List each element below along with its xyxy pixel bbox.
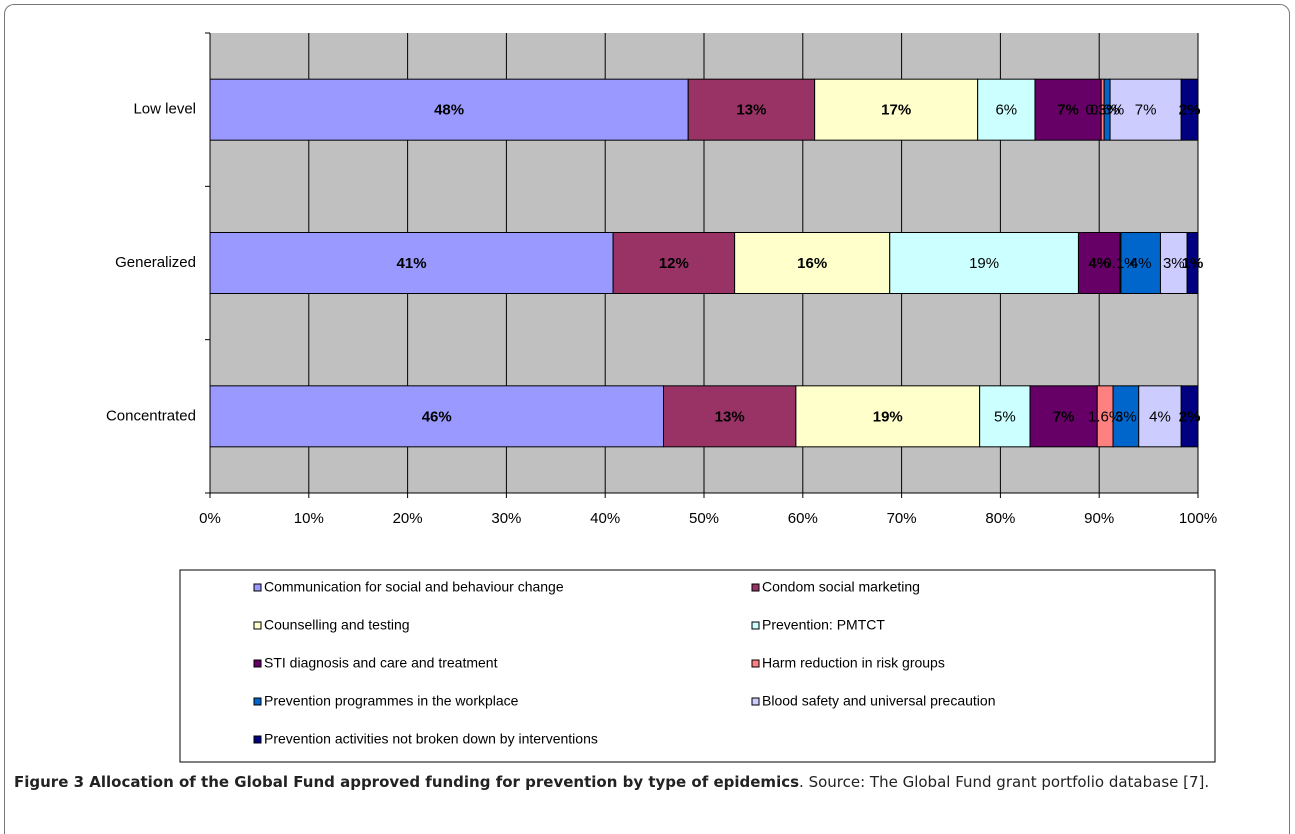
bar-segment [1029,385,1098,448]
data-label: 2% [1179,408,1201,425]
data-label: 13% [715,408,745,425]
bar-segment [1120,232,1161,294]
x-tick-label: 50% [689,510,719,527]
bar-segment [1180,78,1199,141]
bar-segment [734,232,891,294]
legend-swatch [253,735,262,744]
bar-segment [889,232,1079,294]
caption-text: . Source: The Global Fund grant portfoli… [799,773,1210,791]
data-label: 7% [1057,102,1079,119]
bar-segment [1112,385,1140,448]
data-label: 12% [659,255,689,272]
y-tick-label: Low level [133,101,196,118]
x-tick-label: 10% [294,510,324,527]
x-tick-label: 60% [788,510,818,527]
bar-segment [1186,232,1199,294]
x-tick-label: 90% [1084,510,1114,527]
data-label: 7% [1135,102,1157,119]
bar-segment [795,385,981,448]
bar-segment [209,385,664,448]
legend-swatch [751,697,760,706]
y-tick-label: Generalized [115,254,196,271]
bar-segment [1034,78,1102,141]
data-label: 5% [994,408,1016,425]
x-tick-label: 100% [1179,510,1217,527]
data-label: 4% [1149,408,1171,425]
legend-swatch [253,621,262,630]
data-label: 17% [881,102,911,119]
bar-segment [209,232,614,294]
data-label: 4% [1088,255,1110,272]
bar-segment [977,78,1036,141]
frame [4,4,1290,834]
data-label: 48% [434,102,464,119]
x-tick-label: 0% [199,510,221,527]
data-label: 0.6% [1090,102,1124,119]
bar-segment [687,78,816,141]
data-label: 16% [797,255,827,272]
legend-swatch [253,659,262,668]
x-tick-label: 80% [985,510,1015,527]
data-label: 19% [969,255,999,272]
bar-segment [1159,232,1188,294]
x-tick-label: 70% [887,510,917,527]
legend-swatch [751,583,760,592]
data-label: 3% [1163,255,1185,272]
chart: 0% 10% 20% 30% 40% 50% 60% 70% 80% 90% 100% Low lev… [106,32,1217,763]
legend-swatch [253,697,262,706]
legend-label: Harm reduction in risk groups [762,655,945,671]
legend-swatch [253,583,262,592]
legend-label: Prevention: PMTCT [762,617,885,633]
data-label: 4% [1130,255,1152,272]
legend-label: Communication for social and behaviour c… [264,579,564,595]
bar-segment [1138,385,1182,448]
bar-segment [1077,232,1121,294]
bar-segment [662,385,797,448]
bar-segment [814,78,979,141]
data-label: 2% [1179,102,1201,119]
legend-label: Blood safety and universal precaution [762,693,995,709]
data-label: 6% [995,102,1017,119]
data-label: 46% [422,408,452,425]
legend-label: Prevention programmes in the workplace [264,693,519,709]
legend-label: Prevention activities not broken down by… [264,731,598,747]
caption-title: Figure 3 Allocation of the Global Fund a… [14,773,800,791]
data-label: 0.3% [1086,102,1120,119]
legend-swatch [751,621,760,630]
legend-label: Condom social marketing [762,579,920,595]
x-tick-label: 40% [590,510,620,527]
y-tick-label: Concentrated [106,407,196,424]
legend-box [179,569,1216,763]
data-label: 0.1% [1103,255,1137,272]
bar-segment [612,232,736,294]
legend-label: Counselling and testing [264,617,410,633]
caption: Figure 3 Allocation of the Global Fund a… [14,770,1276,794]
data-label: 13% [736,102,766,119]
bar-segment [1180,385,1199,448]
data-label: 41% [397,255,427,272]
data-label: 3% [1115,408,1137,425]
legend-label: STI diagnosis and care and treatment [264,655,498,671]
x-tick-label: 30% [491,510,521,527]
data-label: 1.6% [1088,408,1122,425]
legend-swatch [751,659,760,668]
data-label: 1% [1182,255,1204,272]
data-label: 19% [873,408,903,425]
x-tick-label: 20% [393,510,423,527]
data-label: 7% [1053,408,1075,425]
bar-segment [209,78,689,141]
bar-segment [979,385,1031,448]
